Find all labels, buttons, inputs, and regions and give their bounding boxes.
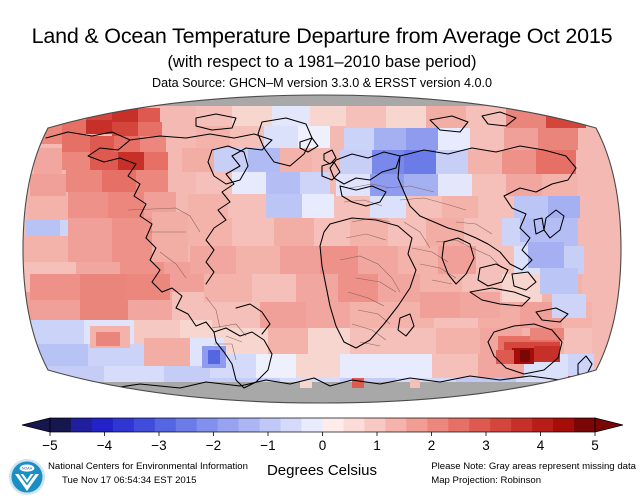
colorbar-swatch: [406, 418, 428, 432]
title-block: Land & Ocean Temperature Departure from …: [0, 24, 644, 92]
title-data-source: Data Source: GHCN–M version 3.3.0 & ERSS…: [152, 76, 492, 90]
noaa-logo: NOAA: [9, 459, 45, 495]
colorbar-tick-labels: −5 −4 −3 −2 −1 0 1 2 3 4 5: [42, 438, 598, 453]
colorbar-ticks: [49, 432, 596, 436]
title-subtitle: (with respect to a 1981–2010 base period…: [167, 53, 477, 71]
colorbar-tick-label: −3: [151, 438, 166, 453]
footer-note-projection: Map Projection: Robinson: [431, 475, 542, 486]
map-canvas: [22, 94, 622, 404]
colorbar-swatch: [280, 418, 302, 432]
logo-wordmark: NOAA: [22, 467, 33, 471]
colorbar-swatch: [511, 418, 533, 432]
logo-disc: [11, 461, 43, 493]
coastline-paths: [23, 111, 619, 393]
logo-gull-wings: [15, 474, 39, 491]
colorbar-tick-label: 4: [537, 438, 545, 453]
colorbar-swatch: [553, 418, 575, 432]
colorbar-swatch: [343, 418, 365, 432]
colorbar-tick-label: −1: [260, 438, 275, 453]
colorbar-swatch: [70, 418, 93, 432]
colorbar-tick-label: −4: [97, 438, 113, 453]
colorbar-swatch: [469, 418, 491, 432]
colorbar-swatch: [427, 418, 449, 432]
colorbar-tick-label: 2: [428, 438, 436, 453]
footer-note-missing: Please Note: Gray areas represent missin…: [431, 461, 636, 472]
colorbar-canvas: −5 −4 −3 −2 −1 0 1 2 3 4 5: [21, 417, 624, 453]
colorbar-swatch: [91, 418, 114, 432]
colorbar-swatch: [259, 418, 281, 432]
colorbar-swatch: [490, 418, 512, 432]
colorbar-arrow-high: [594, 417, 624, 433]
map-outline: [22, 94, 622, 404]
colorbar-swatch: [301, 418, 323, 432]
world-map: [0, 92, 644, 406]
colorbar-tick-label: 3: [482, 438, 490, 453]
colorbar-swatch: [574, 418, 596, 432]
colorbar-swatch: [50, 418, 72, 432]
footer: NOAA National Centers for Environmental …: [0, 456, 644, 498]
colorbar: −5 −4 −3 −2 −1 0 1 2 3 4 5: [0, 413, 644, 458]
page-title: Land & Ocean Temperature Departure from …: [31, 24, 613, 48]
colorbar-swatch: [217, 418, 240, 432]
colorbar-swatch: [238, 418, 261, 432]
colorbar-swatch: [322, 418, 344, 432]
colorbar-swatch: [112, 418, 135, 432]
country-borders: [127, 183, 503, 361]
map-raster-layer: [23, 95, 621, 403]
logo-gull-body: [20, 474, 34, 483]
colorbar-tick-label: 5: [591, 438, 599, 453]
colorbar-swatch: [196, 418, 219, 432]
footer-right-text: Please Note: Gray areas represent missin…: [431, 460, 636, 488]
footer-timestamp: Tue Nov 17 06:54:34 EST 2015: [62, 475, 197, 486]
footer-agency: National Centers for Environmental Infor…: [48, 461, 248, 472]
colorbar-swatch: [133, 418, 156, 432]
colorbar-swatch: [385, 418, 407, 432]
colorbar-swatch: [448, 418, 470, 432]
colorbar-tick-label: 1: [373, 438, 381, 453]
footer-left-text: National Centers for Environmental Infor…: [48, 460, 248, 488]
colorbar-tick-label: −5: [42, 438, 57, 453]
colorbar-swatches: [50, 418, 596, 432]
colorbar-tick-label: 0: [319, 438, 327, 453]
coastlines-layer: [23, 111, 619, 393]
colorbar-swatch: [154, 418, 177, 432]
colorbar-axis-label: Degrees Celsius: [266, 462, 378, 479]
colorbar-swatch: [364, 418, 386, 432]
colorbar-tick-label: −2: [206, 438, 221, 453]
logo-top-oval: [19, 464, 35, 472]
colorbar-swatch: [532, 418, 554, 432]
colorbar-swatch: [175, 418, 198, 432]
colorbar-arrow-low: [21, 417, 51, 433]
